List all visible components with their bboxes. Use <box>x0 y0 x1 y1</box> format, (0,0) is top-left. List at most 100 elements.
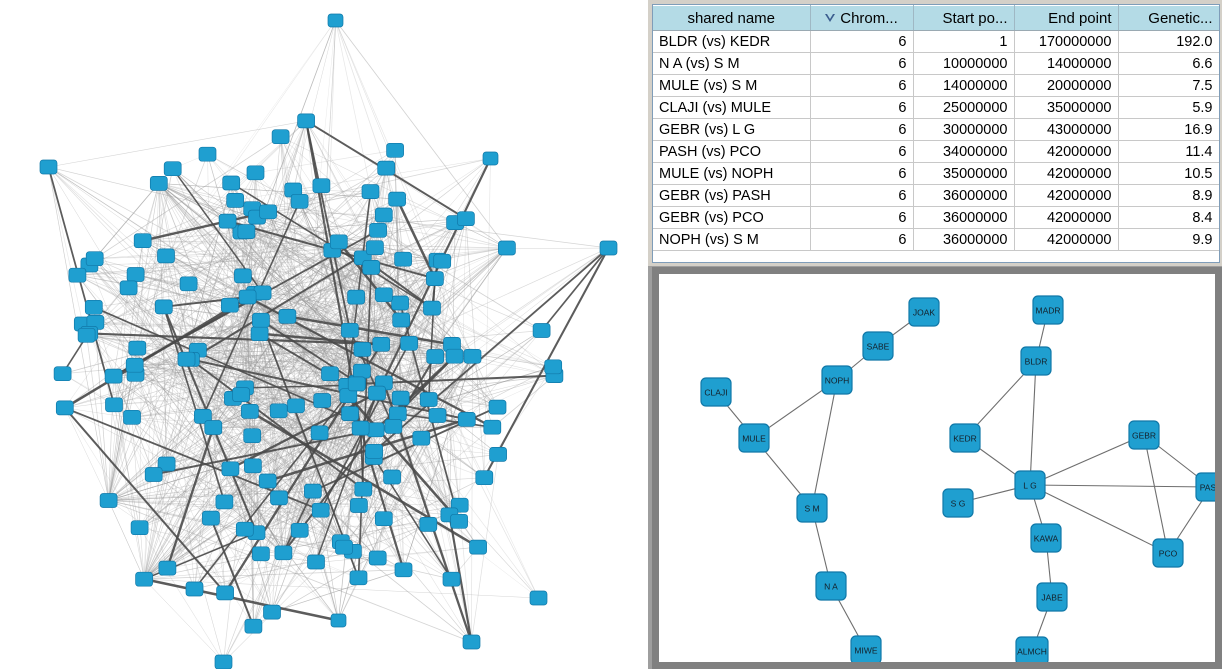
network-edge[interactable] <box>213 247 508 428</box>
node-shape[interactable] <box>361 184 380 199</box>
network-edge[interactable] <box>223 373 331 663</box>
network-edge[interactable] <box>158 183 351 331</box>
network-edge[interactable] <box>186 358 323 401</box>
node-shape[interactable] <box>442 571 461 587</box>
main-network-canvas[interactable] <box>0 0 648 669</box>
network-edge[interactable] <box>188 257 363 285</box>
network-node[interactable] <box>391 390 410 406</box>
network-edge[interactable] <box>259 330 350 334</box>
network-node[interactable] <box>469 539 487 555</box>
network-edge[interactable] <box>158 183 363 350</box>
network-edge[interactable] <box>267 211 354 552</box>
network-node[interactable] <box>119 280 138 296</box>
node-shape[interactable] <box>375 287 393 303</box>
network-edge[interactable] <box>227 220 401 304</box>
network-node[interactable] <box>365 443 383 459</box>
column-header-genetic[interactable]: Genetic... <box>1118 5 1219 31</box>
cell-shared-name[interactable]: N A (vs) S M <box>653 52 811 75</box>
node-shape[interactable] <box>214 654 233 669</box>
node-shape[interactable] <box>392 312 411 328</box>
node-shape[interactable] <box>237 224 256 239</box>
network-edge[interactable] <box>48 166 393 478</box>
network-edge[interactable] <box>128 214 384 289</box>
node-shape[interactable] <box>942 488 974 518</box>
cell-chromosome[interactable]: 6 <box>810 30 914 53</box>
node-shape[interactable] <box>53 366 72 382</box>
network-edge[interactable] <box>172 168 280 411</box>
network-edge[interactable] <box>245 387 349 396</box>
network-edge[interactable] <box>166 120 307 465</box>
network-node[interactable] <box>290 193 309 209</box>
node-shape[interactable] <box>198 146 217 162</box>
node-shape[interactable] <box>312 178 331 194</box>
network-edge[interactable] <box>153 474 195 590</box>
edge-table-body[interactable]: BLDR (vs) KEDR 6 1 170000000 192.0 N A (vs) S… <box>653 30 1219 251</box>
cell-chromosome[interactable]: 6 <box>810 96 914 119</box>
network-node[interactable] <box>234 268 252 284</box>
network-edge[interactable] <box>94 241 339 259</box>
network-edge[interactable] <box>153 474 254 627</box>
network-edge[interactable] <box>131 359 192 418</box>
network-node[interactable] <box>53 366 72 382</box>
network-edge[interactable] <box>139 527 224 663</box>
network-edge[interactable] <box>428 222 456 400</box>
network-node[interactable] <box>77 327 96 343</box>
network-edge[interactable] <box>1029 360 1037 486</box>
network-edge[interactable] <box>213 349 363 428</box>
table-row[interactable]: N A (vs) S M 6 10000000 14000000 6.6 <box>653 52 1219 75</box>
node-shape[interactable] <box>335 539 353 555</box>
network-edge[interactable] <box>62 373 231 470</box>
network-edge[interactable] <box>230 468 273 613</box>
network-node[interactable] <box>457 412 476 427</box>
network-node[interactable] <box>335 539 353 555</box>
node-shape[interactable] <box>450 513 468 529</box>
node-shape[interactable] <box>202 510 220 526</box>
network-edge[interactable] <box>305 120 455 357</box>
network-edge[interactable] <box>186 358 378 559</box>
node-shape[interactable] <box>270 490 288 506</box>
network-edge[interactable] <box>213 413 351 428</box>
network-edge[interactable] <box>292 189 438 261</box>
edge-table-scroll-frame[interactable]: shared name Chrom... Start po... <box>652 4 1220 263</box>
network-node[interactable] <box>185 581 204 597</box>
network-node-mule[interactable]: MULE <box>738 423 770 453</box>
network-edge[interactable] <box>165 255 262 321</box>
network-edge-strong[interactable] <box>224 383 358 594</box>
network-edge[interactable] <box>292 189 351 331</box>
node-shape[interactable] <box>354 481 373 497</box>
node-shape[interactable] <box>384 419 403 434</box>
node-shape[interactable] <box>157 248 175 264</box>
cell-chromosome[interactable]: 6 <box>810 118 914 141</box>
network-edge[interactable] <box>108 477 485 501</box>
network-edge[interactable] <box>246 218 466 232</box>
network-edge[interactable] <box>194 550 354 590</box>
cell-shared-name[interactable]: BLDR (vs) KEDR <box>653 30 811 53</box>
node-shape[interactable] <box>252 312 270 328</box>
network-edge[interactable] <box>213 221 228 428</box>
network-edge[interactable] <box>108 500 145 580</box>
network-node[interactable] <box>353 342 372 357</box>
network-edge[interactable] <box>213 211 269 428</box>
network-edge[interactable] <box>338 241 351 331</box>
network-edge[interactable] <box>48 166 401 399</box>
network-edge[interactable] <box>377 546 479 559</box>
node-shape[interactable] <box>244 618 263 634</box>
node-shape[interactable] <box>400 335 418 351</box>
node-shape[interactable] <box>475 470 494 486</box>
table-row[interactable]: MULE (vs) NOPH 6 35000000 42000000 10.5 <box>653 162 1219 185</box>
network-edge[interactable] <box>347 247 508 386</box>
network-node[interactable] <box>84 299 103 315</box>
network-node[interactable] <box>258 473 277 489</box>
network-edge[interactable] <box>1029 434 1145 486</box>
network-edge[interactable] <box>139 451 375 529</box>
node-shape[interactable] <box>1036 582 1068 612</box>
network-edge[interactable] <box>242 275 254 627</box>
network-edge[interactable] <box>135 373 331 375</box>
network-edge[interactable] <box>287 158 491 317</box>
node-shape[interactable] <box>341 406 359 421</box>
node-shape[interactable] <box>377 160 396 176</box>
network-node[interactable] <box>426 349 445 364</box>
network-edge[interactable] <box>271 552 284 613</box>
network-edge[interactable] <box>356 257 364 383</box>
network-edge[interactable] <box>352 356 473 552</box>
